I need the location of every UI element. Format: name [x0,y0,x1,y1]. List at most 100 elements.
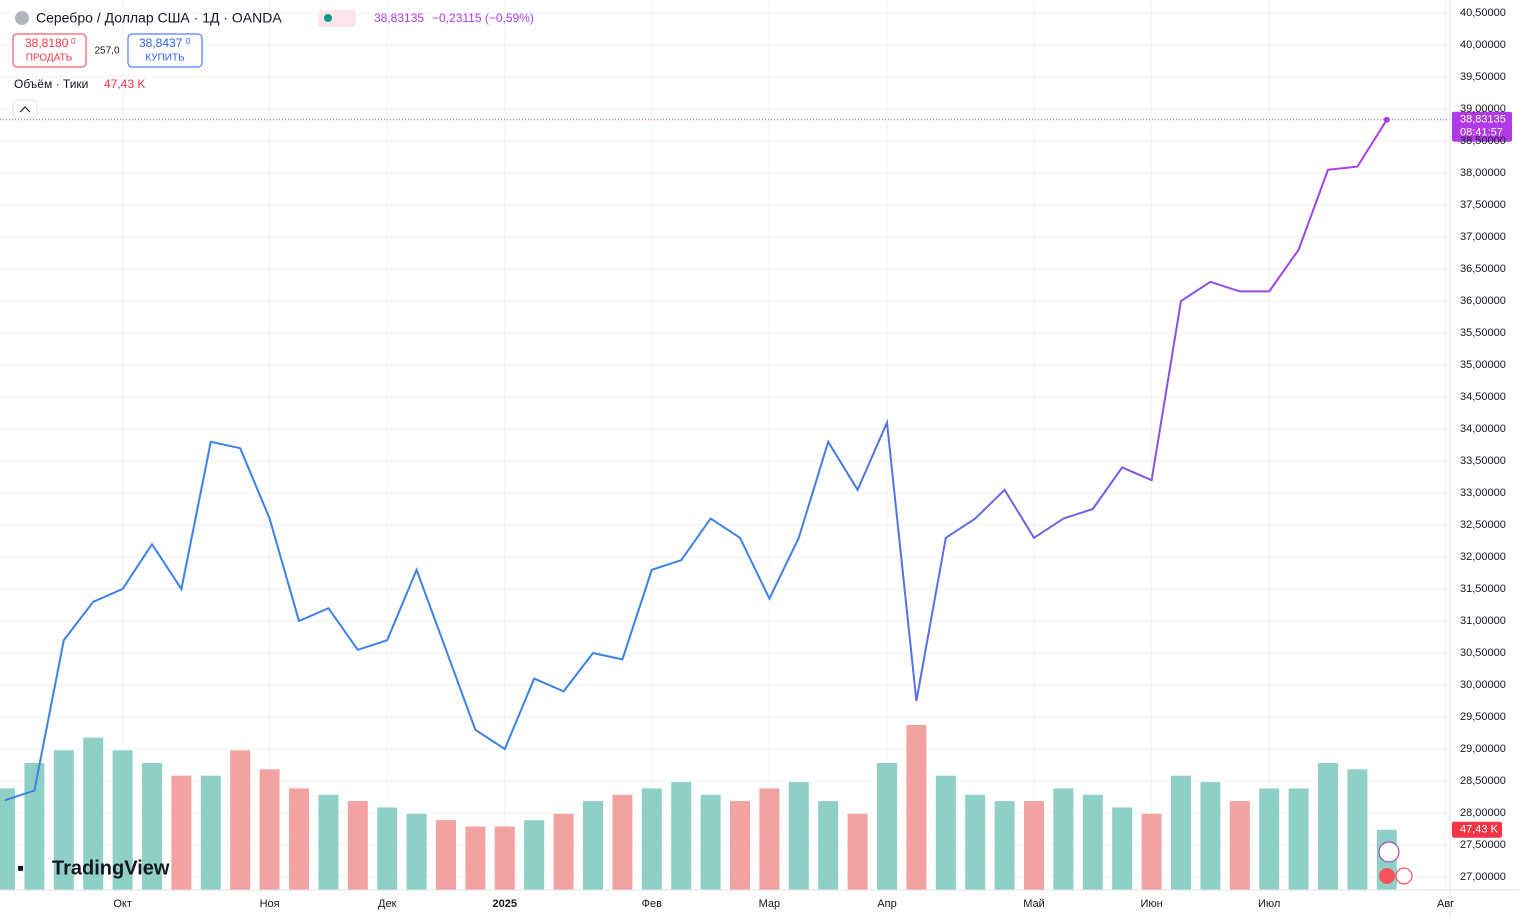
sell-button[interactable] [12,33,87,68]
last-price: 38,83135 [374,11,424,25]
volume-bar [347,801,368,890]
volume-bar [318,794,339,890]
y-tick-label: 29,00000 [1460,743,1506,755]
volume-bar [1112,807,1133,890]
volume-bar [0,788,15,890]
volume-bar [200,775,221,890]
y-tick-label: 32,00000 [1460,551,1506,563]
y-tick-label: 38,00000 [1460,167,1506,179]
volume-bar [1259,788,1280,890]
collapse-icon [19,106,31,113]
sell-sup: 0 [71,37,76,46]
volume-bar [906,724,927,890]
volume-tag-value: 47,43 K [1460,824,1499,836]
y-tick-label: 35,50000 [1460,327,1506,339]
buy-label: КУПИТЬ [145,53,185,64]
volume-bar [465,826,486,890]
volume-bar [289,788,309,890]
y-tick-label: 38,50000 [1460,135,1506,147]
event-icon[interactable] [1378,841,1400,863]
y-tick-label: 28,50000 [1460,775,1506,787]
volume-bar [83,737,104,890]
volume-bar [994,801,1015,890]
y-tick-label: 33,50000 [1460,455,1506,467]
logo-mark: ▪ [17,857,24,879]
y-tick-label: 36,00000 [1460,295,1506,307]
volume-bar [53,750,74,890]
sell-price: 38,8180 [25,36,69,50]
volume-bar [847,813,868,890]
y-tick-label: 31,00000 [1460,615,1506,627]
volume-bar [788,782,809,890]
volume-bar [1229,801,1250,890]
volume-value: 47,43 K [104,77,145,91]
volume-bar [730,801,750,890]
event-icon[interactable] [1379,868,1395,884]
y-tick-label: 36,50000 [1460,263,1506,275]
volume-bar [1082,794,1103,890]
x-tick-label: Июл [1258,898,1280,910]
x-tick-label: Авг [1437,898,1454,910]
volume-bar [436,820,456,890]
y-tick-label: 39,00000 [1460,103,1506,115]
x-tick-label: 2025 [493,898,517,910]
volume-bar [406,813,427,890]
symbol-title[interactable]: Серебро / Доллар США · 1Д · OANDA [36,10,282,26]
volume-bar [112,750,133,890]
x-tick-label: Окт [113,898,132,910]
buy-price: 38,8437 [139,36,183,50]
y-tick-label: 35,00000 [1460,359,1506,371]
event-icon[interactable] [1395,867,1413,885]
x-tick-label: Май [1023,898,1045,910]
y-tick-label: 37,50000 [1460,199,1506,211]
volume-bar [877,763,897,890]
buy-button[interactable] [127,33,203,68]
spread: 257,0 [94,46,119,57]
sell-label: ПРОДАТЬ [26,53,73,64]
volume-bar [1024,801,1044,890]
volume-bar [641,788,662,890]
volume-bar [1318,763,1338,890]
volume-tag [1452,821,1502,838]
y-tick-label: 31,50000 [1460,583,1506,595]
volume-bar [671,782,692,890]
price-tag [1452,111,1512,142]
y-tick-label: 30,00000 [1460,679,1506,691]
status-dot [324,14,332,22]
collapse-button[interactable] [12,99,38,119]
volume-bar [759,788,780,890]
y-tick-label: 27,00000 [1460,871,1506,883]
buy-sup: 0 [186,37,191,46]
volume-bar [1347,769,1368,890]
y-tick-label: 30,50000 [1460,647,1506,659]
y-tick-label: 27,50000 [1460,839,1506,851]
logo: TradingView [52,857,170,879]
volume-bar [142,763,162,890]
y-tick-label: 37,00000 [1460,231,1506,243]
volume-bar [524,820,545,890]
x-tick-label: Фев [642,898,662,910]
x-tick-label: Мар [759,898,781,910]
volume-bar [171,775,192,890]
price-change: −0,23115 (−0,59%) [432,11,534,25]
volume-bar [818,801,839,890]
x-tick-label: Дек [378,898,397,910]
volume-bar [583,801,603,890]
y-tick-label: 34,50000 [1460,391,1506,403]
volume-bar [377,807,398,890]
x-tick-label: Ноя [260,898,280,910]
volume-bar [1141,813,1162,890]
last-point [1383,116,1390,123]
volume-bar [24,763,45,890]
price-tag-value: 38,83135 [1460,114,1506,126]
y-tick-label: 32,50000 [1460,519,1506,531]
volume-title: Объём · Тики [14,77,88,91]
volume-bar [965,794,986,890]
y-tick-label: 34,00000 [1460,423,1506,435]
status-badge [318,10,356,27]
volume-bar [935,775,956,890]
volume-bar [1288,788,1309,890]
volume-bar [1200,782,1221,890]
volume-bar [612,794,633,890]
